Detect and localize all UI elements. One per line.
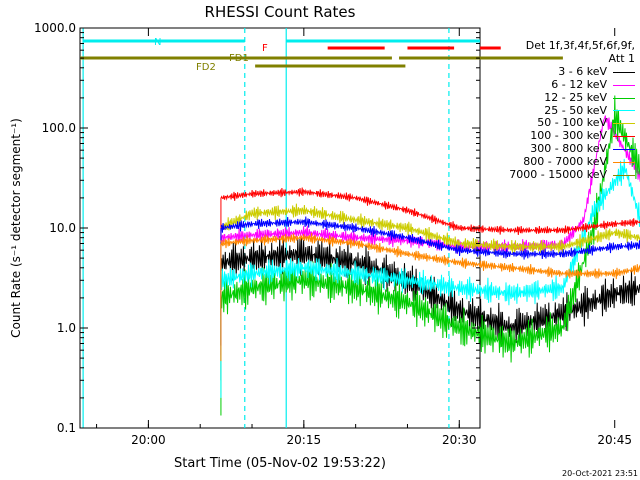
legend-label: 50 - 100 keV	[537, 116, 607, 130]
y-tick-label: 1000.0	[34, 21, 76, 35]
series-line-7	[220, 232, 640, 280]
series-line-1	[220, 115, 640, 254]
legend-entry: 25 - 50 keV	[470, 103, 635, 118]
x-axis-label: Start Time (05-Nov-02 19:53:22)	[174, 456, 386, 471]
legend-label: 12 - 25 keV	[544, 90, 607, 104]
x-tick-label: 20:45	[597, 433, 632, 447]
legend-swatch	[613, 97, 635, 99]
legend-entry: 50 - 100 keV	[470, 117, 635, 130]
legend-label: 800 - 7000 keV	[523, 155, 607, 169]
legend-swatch	[613, 110, 635, 112]
legend: Det 1f,3f,4f,5f,6f,9f, Att 1 3 - 6 keV 6 …	[470, 39, 635, 182]
y-axis-label: Count Rate (s⁻¹ detector segment⁻¹)	[9, 118, 23, 338]
chart-title: RHESSI Count Rates	[205, 3, 356, 21]
legend-label: 7000 - 15000 keV	[509, 168, 607, 182]
legend-entry: 3 - 6 keV	[470, 64, 635, 79]
series-line-3	[220, 158, 640, 306]
legend-label: 25 - 50 keV	[544, 103, 607, 117]
legend-header-line1: Det 1f,3f,4f,5f,6f,9f,	[525, 39, 635, 52]
flag-fd2: FD2	[196, 62, 216, 73]
legend-rows: 3 - 6 keV 6 - 12 keV 12 - 25 keV 25 - 50 ke…	[470, 64, 635, 182]
legend-swatch	[613, 149, 635, 151]
legend-swatch	[613, 84, 635, 86]
y-tick-label: 10.0	[49, 221, 76, 235]
series-line-0	[220, 236, 640, 347]
x-tick-label: 20:00	[131, 433, 166, 447]
legend-entry: 100 - 300 keV	[470, 129, 635, 143]
legend-label: 100 - 300 keV	[530, 129, 607, 143]
legend-entry: 12 - 25 keV	[470, 90, 635, 105]
series-line-6	[220, 216, 640, 260]
legend-swatch	[613, 123, 635, 125]
legend-swatch	[613, 71, 635, 73]
legend-entry: 300 - 800 keV	[470, 142, 635, 156]
y-tick-label: 0.1	[57, 421, 76, 435]
x-tick-label: 20:30	[442, 433, 477, 447]
series-line-5	[220, 187, 640, 236]
x-tick-label: 20:15	[287, 433, 322, 447]
legend-swatch	[613, 162, 635, 164]
legend-swatch	[613, 136, 635, 138]
status-bars	[80, 39, 563, 68]
timestamp: 20-Oct-2021 23:51	[562, 469, 638, 478]
legend-swatch	[613, 175, 635, 177]
plot-frame	[79, 27, 481, 429]
legend-header-line2: Att 1	[608, 51, 635, 65]
series-line-2	[220, 95, 640, 363]
series-curves	[220, 95, 640, 416]
legend-label: 6 - 12 keV	[551, 77, 607, 91]
legend-entry: 6 - 12 keV	[470, 77, 635, 92]
axes: 20:0020:1520:3020:4521:0021:1521:300.11.…	[34, 21, 632, 447]
legend-label: 3 - 6 keV	[558, 64, 607, 78]
y-tick-label: 1.0	[57, 321, 76, 335]
legend-label: 300 - 800 keV	[530, 142, 607, 156]
series-line-4	[220, 203, 640, 254]
y-tick-label: 100.0	[42, 121, 76, 135]
legend-entry: 7000 - 15000 keV	[470, 168, 635, 182]
flag-n: N	[154, 37, 161, 48]
flag-f: F	[262, 43, 268, 54]
legend-entry: 800 - 7000 keV	[470, 155, 635, 169]
flag-fd1: FD1	[229, 53, 249, 64]
